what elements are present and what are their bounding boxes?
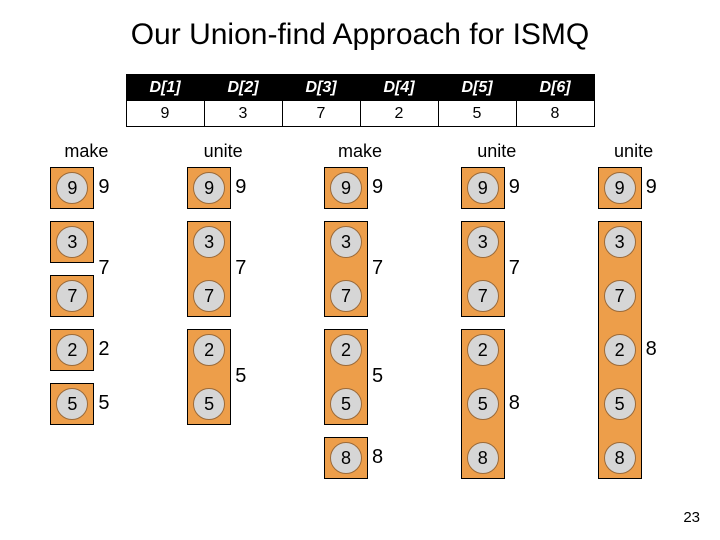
columns-container: make937259725unite93725975make9372589758… bbox=[0, 141, 720, 484]
column: make937259725 bbox=[26, 141, 146, 484]
side-number: 5 bbox=[235, 365, 246, 388]
node: 7 bbox=[193, 280, 225, 312]
operation-label: make bbox=[300, 141, 420, 162]
operation-label: unite bbox=[163, 141, 283, 162]
side-number: 7 bbox=[235, 257, 246, 280]
node: 9 bbox=[330, 172, 362, 204]
node: 3 bbox=[330, 226, 362, 258]
d-header: D[5] bbox=[438, 75, 516, 101]
stack: 9372589758 bbox=[300, 172, 420, 484]
operation-label: unite bbox=[574, 141, 694, 162]
node: 9 bbox=[193, 172, 225, 204]
side-number: 8 bbox=[372, 446, 383, 469]
d-value: 9 bbox=[126, 101, 204, 127]
d-value: 8 bbox=[516, 101, 594, 127]
side-number: 9 bbox=[646, 176, 657, 199]
page-number: 23 bbox=[683, 509, 700, 526]
stack: 937258978 bbox=[437, 172, 557, 484]
node: 3 bbox=[193, 226, 225, 258]
node: 8 bbox=[604, 442, 636, 474]
node: 7 bbox=[604, 280, 636, 312]
node: 8 bbox=[330, 442, 362, 474]
column: unite93725975 bbox=[163, 141, 283, 484]
side-number: 8 bbox=[646, 338, 657, 361]
d-header: D[1] bbox=[126, 75, 204, 101]
node: 3 bbox=[604, 226, 636, 258]
page-title: Our Union-find Approach for ISMQ bbox=[0, 0, 720, 52]
node: 2 bbox=[193, 334, 225, 366]
node: 3 bbox=[467, 226, 499, 258]
node: 2 bbox=[467, 334, 499, 366]
column: unite 9 3 7 2 5 8 9 8 bbox=[574, 141, 694, 484]
operation-label: make bbox=[26, 141, 146, 162]
operation-label: unite bbox=[437, 141, 557, 162]
d-value: 2 bbox=[360, 101, 438, 127]
side-number: 2 bbox=[98, 338, 109, 361]
d-header: D[6] bbox=[516, 75, 594, 101]
node: 5 bbox=[467, 388, 499, 420]
node: 5 bbox=[330, 388, 362, 420]
side-number: 9 bbox=[98, 176, 109, 199]
node: 2 bbox=[604, 334, 636, 366]
node: 2 bbox=[330, 334, 362, 366]
node: 5 bbox=[193, 388, 225, 420]
column: unite937258978 bbox=[437, 141, 557, 484]
d-value: 3 bbox=[204, 101, 282, 127]
node: 9 bbox=[467, 172, 499, 204]
column: make9372589758 bbox=[300, 141, 420, 484]
side-number: 9 bbox=[235, 176, 246, 199]
d-header: D[2] bbox=[204, 75, 282, 101]
side-number: 9 bbox=[509, 176, 520, 199]
side-number: 8 bbox=[509, 392, 520, 415]
side-number: 5 bbox=[372, 365, 383, 388]
side-number: 7 bbox=[372, 257, 383, 280]
stack: 93725975 bbox=[163, 172, 283, 430]
node: 9 bbox=[604, 172, 636, 204]
side-number: 5 bbox=[98, 392, 109, 415]
side-number: 7 bbox=[98, 257, 109, 280]
stack: 9 3 7 2 5 8 9 8 bbox=[574, 172, 694, 484]
d-value: 7 bbox=[282, 101, 360, 127]
node: 7 bbox=[330, 280, 362, 312]
node: 7 bbox=[467, 280, 499, 312]
side-number: 7 bbox=[509, 257, 520, 280]
side-number: 9 bbox=[372, 176, 383, 199]
d-value: 5 bbox=[438, 101, 516, 127]
stack: 937259725 bbox=[26, 172, 146, 430]
d-array-table: D[1]D[2]D[3]D[4]D[5]D[6] 937258 bbox=[126, 74, 595, 127]
d-header: D[4] bbox=[360, 75, 438, 101]
node: 5 bbox=[604, 388, 636, 420]
node: 8 bbox=[467, 442, 499, 474]
d-header: D[3] bbox=[282, 75, 360, 101]
